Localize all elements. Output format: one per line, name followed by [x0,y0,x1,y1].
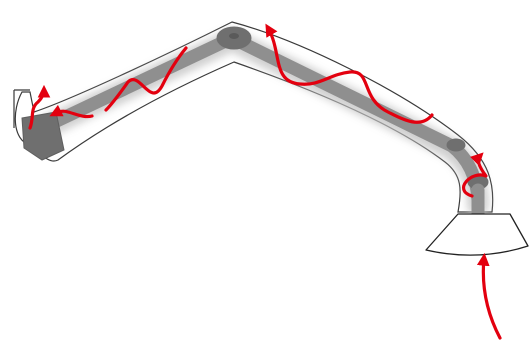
extraction-hood-icon [425,183,529,256]
airflow-right-arm-wave-arrow [265,23,434,124]
airflow-left-end-arrow [49,104,94,119]
pivot-joint-elbow-icon [446,138,466,152]
airflow-arrows [28,23,502,340]
arm-segment-right [229,33,459,153]
airflow-base-up-arrow [28,84,51,130]
hood-shape [425,213,529,256]
pivot-joint-top-cap-icon [229,33,239,39]
arm-base-block [21,111,65,161]
airflow-top-wave-arrow [104,46,188,112]
joints [216,26,489,190]
arm-base-bracket [13,89,30,128]
arm-tube-outline [14,21,494,213]
airflow-hood-loop-arrow [462,152,488,198]
airflow-intake-arrow [476,252,502,340]
arm-segment-left [35,31,239,135]
